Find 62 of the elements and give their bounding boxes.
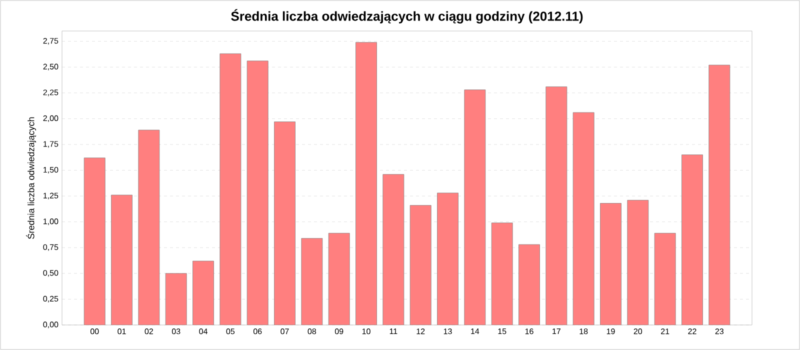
y-tick-label: 1,75: [44, 141, 58, 148]
x-tick-label: 18: [580, 328, 588, 334]
y-tick-label: 0,50: [43, 270, 58, 277]
y-tick-label: 2,00: [43, 115, 58, 122]
bar: [654, 233, 676, 325]
bar: [192, 261, 214, 325]
x-tick-label: 14: [471, 328, 480, 334]
bar: [328, 233, 350, 325]
bar: [274, 122, 296, 325]
y-tick-label: 1,25: [44, 192, 58, 200]
x-tick-label: 22: [688, 328, 696, 334]
x-tick-label: 05: [226, 328, 235, 334]
y-tick-label: 2,25: [43, 90, 58, 96]
x-tick-label: 08: [308, 328, 316, 334]
x-tick-label: 11: [390, 328, 398, 334]
x-tick-label: 09: [334, 328, 344, 334]
x-tick-label: 23: [715, 328, 724, 334]
x-tick-label: 00: [90, 328, 99, 334]
bar: [600, 203, 622, 325]
x-tick-label: 10: [362, 328, 370, 334]
x-tick-label: 04: [199, 328, 208, 334]
x-tick-label: 21: [661, 328, 670, 334]
x-tick-label: 03: [172, 328, 180, 334]
bar: [708, 64, 730, 325]
bar: [573, 112, 594, 325]
bar: [682, 154, 703, 325]
x-tick-label: 01: [118, 328, 126, 334]
bar: [138, 130, 160, 325]
bar: [492, 222, 513, 325]
bar: [382, 174, 404, 325]
bar: [356, 42, 377, 325]
x-tick-label: 13: [444, 328, 452, 334]
y-tick-label: 2,50: [43, 64, 58, 70]
x-tick-label: 15: [498, 328, 506, 334]
bar: [247, 60, 268, 325]
x-tick-label: 16: [525, 328, 534, 334]
chart-title: Średnia liczba odwiedzających w ciągu godziny (2012.11): [231, 9, 583, 24]
bar: [111, 195, 132, 325]
y-tick-label: 0,75: [43, 244, 58, 251]
x-tick-label: 07: [280, 328, 289, 334]
bar: [437, 192, 458, 325]
y-tick-label: 0,25: [43, 296, 58, 302]
bar: [84, 158, 106, 325]
x-tick-label: 12: [416, 328, 425, 334]
bar: [546, 86, 567, 325]
x-tick-label: 20: [634, 328, 642, 334]
bar: [220, 54, 241, 325]
bar: [518, 244, 540, 325]
bar: [410, 205, 432, 325]
bar: [627, 200, 648, 325]
x-tick-label: 06: [253, 328, 262, 334]
bar: [464, 90, 486, 325]
x-tick-label: 17: [552, 328, 560, 334]
x-tick-label: 02: [144, 328, 153, 334]
y-tick-label: 1,50: [44, 166, 58, 174]
y-axis-title: Średnia liczba odwiedzających: [26, 117, 36, 239]
y-tick-label: 1,00: [44, 218, 58, 226]
bar: [301, 238, 322, 325]
x-tick-label: 19: [606, 328, 615, 334]
y-tick-label: 0,00: [43, 322, 58, 328]
y-tick-label: 2,75: [43, 38, 58, 45]
bar: [166, 273, 187, 325]
